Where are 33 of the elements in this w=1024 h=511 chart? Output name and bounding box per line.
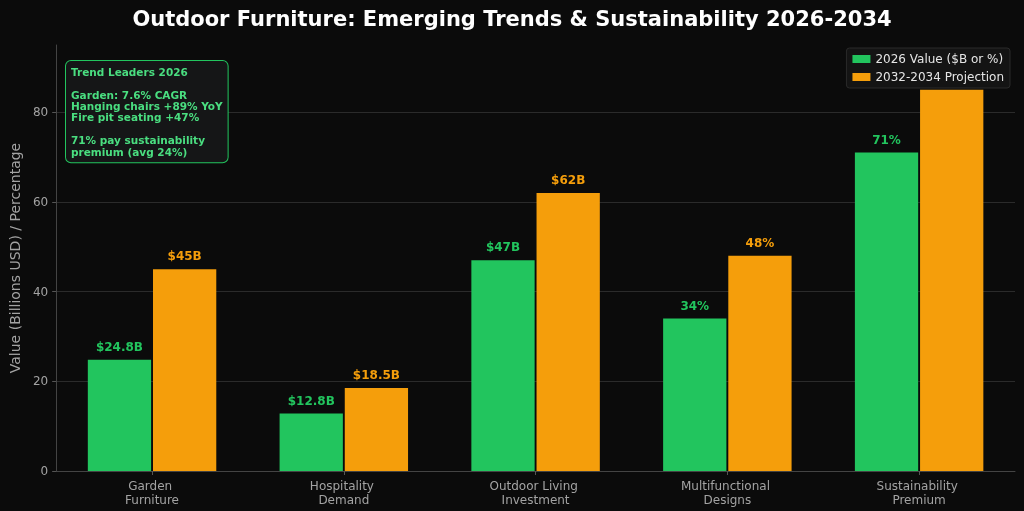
- y-axis-title: Value (Billions USD) / Percentage: [7, 142, 23, 374]
- bar: [663, 318, 727, 471]
- legend-label: 2026 Value ($B or %): [875, 52, 1004, 66]
- data-label: $24.8B: [95, 339, 144, 354]
- bar: [536, 192, 600, 471]
- data-label: $45B: [167, 249, 202, 264]
- x-tick-label: Multifunctional Designs: [680, 479, 774, 507]
- annotation: Trend Leaders 2026 Garden: 7.6% CAGR Hanging chairs +89% YoY Fire pit seating +47% 71% pay sustainability premium (avg 24%): [71, 65, 224, 158]
- x-tick-label: Garden Furniture: [125, 479, 179, 507]
- y-tick-label: 60: [32, 194, 49, 209]
- bar: [854, 152, 919, 471]
- bar: [153, 269, 217, 471]
- bar: [344, 388, 409, 471]
- data-label: 71%: [872, 132, 901, 147]
- bar: [728, 255, 792, 471]
- data-label: $12.8B: [287, 393, 335, 408]
- bar: [87, 359, 152, 471]
- y-tick-label: 40: [32, 284, 49, 299]
- y-tick-label: 20: [32, 374, 49, 389]
- data-label: $18.5B: [352, 368, 400, 383]
- bar: [471, 260, 535, 471]
- chart-title: Outdoor Furniture: Emerging Trends & Sustainability 2026-2034: [132, 6, 892, 31]
- y-tick-label: 0: [40, 464, 49, 478]
- y-tick-label: 80: [32, 105, 49, 120]
- data-label: 48%: [745, 235, 775, 250]
- legend-label: 2032-2034 Projection: [875, 70, 1004, 84]
- x-tick-label: Sustainability Premium: [876, 479, 962, 507]
- data-label: $47B: [485, 240, 521, 255]
- x-tick-label: Hospitality Demand: [309, 479, 378, 507]
- data-label: 34%: [680, 298, 710, 313]
- x-tick-label: Outdoor Living Investment: [489, 479, 582, 507]
- data-label: $62B: [551, 172, 586, 187]
- bar: [279, 413, 343, 471]
